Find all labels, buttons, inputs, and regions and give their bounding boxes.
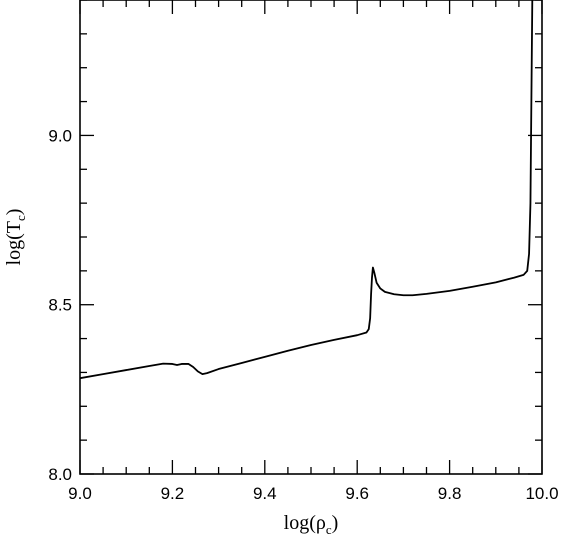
axis-tick-labels: 9.0 9.2 9.4 9.6 9.8 10.0 8.0 8.5 9.0 (48, 126, 558, 503)
x-axis-label-subscript: c (326, 522, 332, 537)
x-tick-label: 9.6 (345, 484, 369, 503)
y-tick-label: 8.0 (48, 465, 72, 484)
x-tick-label: 9.8 (438, 484, 462, 503)
x-axis-label: log(ρc) (284, 512, 339, 537)
series-line (79, 0, 534, 380)
axis-ticks (79, 0, 543, 475)
y-axis-label-subscript: c (13, 215, 28, 221)
x-tick-label: 9.2 (161, 484, 185, 503)
x-tick-label: 9.0 (68, 484, 92, 503)
plot-frame (79, 0, 543, 475)
x-tick-label: 10.0 (525, 484, 558, 503)
y-axis-label: log(Tc) (3, 209, 28, 266)
x-tick-label: 9.4 (253, 484, 277, 503)
y-tick-label: 9.0 (48, 126, 72, 145)
y-tick-label: 8.5 (48, 296, 72, 315)
